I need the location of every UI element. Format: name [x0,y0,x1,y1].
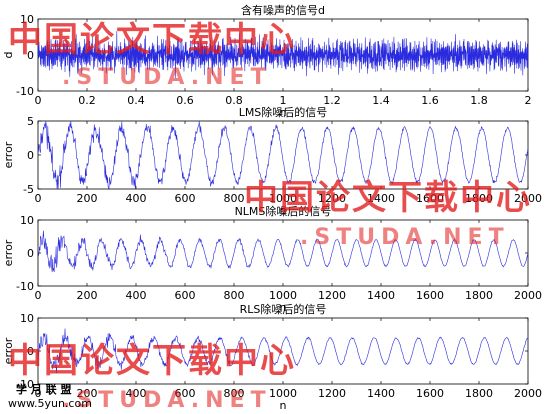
x-tick-label: 1800 [465,387,493,400]
watermark-url-top: .STUDA.NET [62,65,272,90]
y-tick-label: -10 [16,280,34,293]
series-line [37,328,529,374]
x-tick-label: 600 [175,289,196,302]
subplot-2: LMS除噪后的信号 error n 0 200 400 600 800 1000 1200 1400… [2,105,542,217]
subplot-title: RLS除噪后的信号 [240,302,327,316]
x-tick-label: 1400 [367,192,395,205]
x-tick-label: 1000 [269,387,297,400]
x-tick-label: 1800 [465,192,493,205]
x-tick-label: 200 [77,192,98,205]
x-tick-label: 2000 [514,192,542,205]
x-tick-label: 1600 [416,289,444,302]
y-tick-label: -10 [16,85,34,98]
x-tick-label: 1.2 [323,94,341,107]
y-tick-label: 0 [27,345,34,358]
subplot-3: NLMS除噪后的信号 error n 0 200 400 600 800 1000 1200 140… [2,204,542,314]
x-axis-label: n [280,204,287,217]
x-tick-label: 600 [175,192,196,205]
watermark-url-mid: .STUDA.NET [300,225,510,250]
x-tick-label: 1200 [318,387,346,400]
series-line [37,230,529,273]
x-tick-label: 0.6 [176,94,194,107]
y-tick-label: 10 [20,214,34,227]
watermark-cn-bottom: 中国论文下载中心 [8,341,296,381]
x-axis-label: n [280,106,287,119]
x-tick-label: 400 [126,192,147,205]
y-axis-label: error [2,239,15,266]
x-tick-label: 1400 [367,289,395,302]
x-tick-label: 400 [126,289,147,302]
subplot-4: RLS除噪后的信号 error n 0 200 400 600 800 1000 1200 1400… [2,302,542,412]
x-tick-label: 1600 [416,387,444,400]
x-tick-label: 0 [35,94,42,107]
x-tick-label: 1600 [416,192,444,205]
x-tick-label: 400 [126,387,147,400]
watermark-cn-top: 中国论文下载中心 [8,20,296,60]
x-tick-label: 1400 [367,387,395,400]
y-tick-label: -5 [23,183,34,196]
x-axis-label: n [280,399,287,412]
subplot-title: LMS除噪后的信号 [239,105,328,119]
subplot-title: 含有噪声的信号d [241,3,325,17]
corner-url-text: www.5yun.com [8,397,92,410]
x-tick-label: 1200 [318,289,346,302]
y-axis-label: d [2,52,15,59]
subplot-1: 含有噪声的信号d d n 0 0.2 0.4 0.6 0.8 1 1.2 1.4 1.6 1.8 2 -10… [2,3,532,119]
x-axis-label: n [280,301,287,314]
x-tick-label: 1.6 [421,94,439,107]
y-tick-label: 0 [27,247,34,260]
x-tick-label: 0 [35,387,42,400]
y-tick-label: -10 [16,378,34,391]
y-tick-label: 10 [20,13,34,26]
watermark-cn-mid: 中国论文下载中心 [244,178,532,218]
x-tick-label: 0.8 [225,94,243,107]
x-tick-label: 800 [224,387,245,400]
y-tick-label: 0 [27,149,34,162]
x-tick-label: 1000 [269,192,297,205]
axes-frame [37,120,529,190]
y-tick-label: 10 [20,312,34,325]
x-tick-label: 2000 [514,387,542,400]
x-tick-label: 1200 [318,192,346,205]
x-tick-label: 0 [35,289,42,302]
corner-logo-text: 学 月 联 盟 [16,382,72,396]
x-tick-label: 1000 [269,289,297,302]
subplot-title: NLMS除噪后的信号 [235,204,332,218]
x-tick-label: 1.8 [470,94,488,107]
watermark-layer: 中国论文下载中心 .STUDA.NET 中国论文下载中心 .STUDA.NET 中国论文… [8,20,532,413]
x-tick-label: 0.4 [127,94,145,107]
x-tick-label: 2000 [514,289,542,302]
series-line [37,121,529,191]
x-tick-label: 200 [77,289,98,302]
x-tick-label: 2 [525,94,532,107]
x-tick-label: 800 [224,289,245,302]
y-axis-label: error [2,141,15,168]
y-axis-label: error [2,337,15,364]
watermark-url-bottom: .STUDA.NET [62,388,272,413]
x-tick-label: 600 [175,387,196,400]
x-tick-label: 1800 [465,289,493,302]
x-tick-label: 1 [280,94,287,107]
x-tick-label: 200 [77,387,98,400]
x-tick-label: 0 [35,192,42,205]
x-tick-label: 800 [224,192,245,205]
x-tick-label: 0.2 [78,94,96,107]
y-tick-label: 5 [27,115,34,128]
x-tick-label: 1.4 [372,94,390,107]
y-tick-label: 0 [27,49,34,62]
series-line [37,31,529,79]
